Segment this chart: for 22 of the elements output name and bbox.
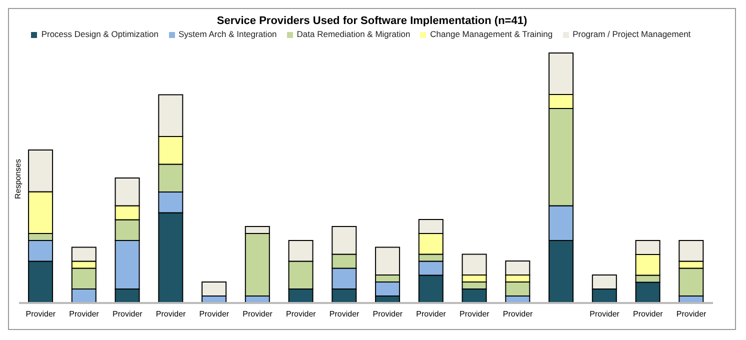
- x-tick-label: Provider: [460, 310, 490, 319]
- legend-label: Program / Project Management: [572, 29, 691, 39]
- x-tick-label: Provider: [633, 310, 664, 319]
- y-axis-title: Responses: [14, 158, 22, 200]
- x-tick-label: Provider: [416, 310, 446, 319]
- x-tick-label: Provider: [372, 310, 403, 319]
- x-tick-label: Provider: [112, 310, 143, 319]
- legend-label: System Arch & Integration: [178, 29, 277, 39]
- x-tick-label: Provider: [590, 310, 620, 319]
- legend-label: Process Design & Optimization: [41, 29, 158, 39]
- legend-label: Change Management & Training: [430, 29, 553, 39]
- x-tick-label: Provider: [69, 310, 100, 319]
- legend-label: Data Remediation & Migration: [296, 29, 410, 39]
- x-tick-label: Provider: [502, 310, 534, 319]
- x-tick-label: Provider: [286, 310, 316, 319]
- x-tick-label: Provider: [329, 310, 360, 319]
- x-tick-label: Provider: [242, 310, 273, 319]
- x-tick-label: Provider: [26, 310, 56, 319]
- x-tick-label: Provider: [156, 310, 186, 319]
- x-tick-label: Provider: [676, 310, 707, 319]
- x-tick-label: Provider: [199, 310, 230, 319]
- chart-title: Service Providers Used for Software Implementation (n=41): [216, 15, 528, 27]
